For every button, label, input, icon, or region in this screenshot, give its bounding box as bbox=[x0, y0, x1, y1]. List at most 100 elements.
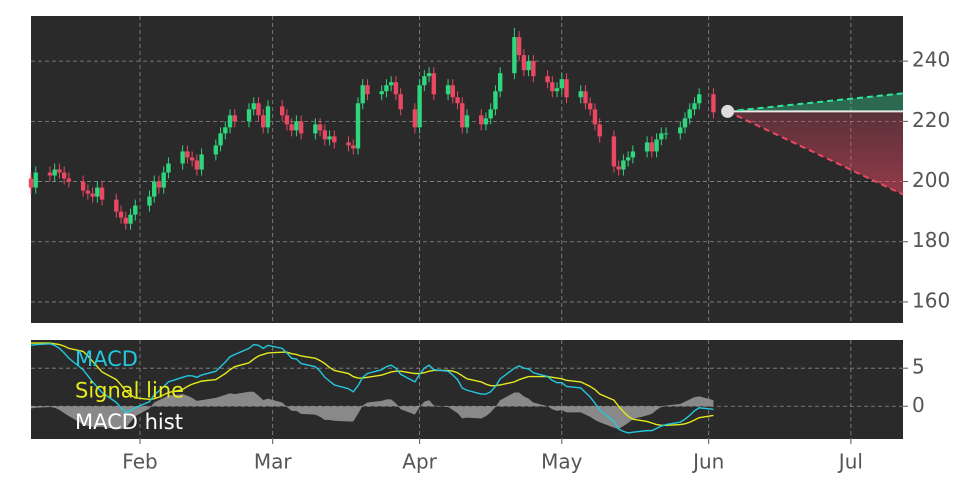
candle-body bbox=[516, 37, 522, 56]
last-price-dot bbox=[721, 104, 735, 118]
x-tick-label: Mar bbox=[254, 450, 293, 474]
candle-body bbox=[583, 91, 588, 104]
candle-body bbox=[360, 85, 365, 104]
candle-body bbox=[189, 157, 195, 161]
candle-body bbox=[559, 79, 564, 89]
price-panel bbox=[31, 16, 903, 323]
candle-body bbox=[697, 94, 702, 104]
candle-body bbox=[625, 157, 631, 161]
candle-body bbox=[294, 121, 299, 131]
candle-body bbox=[194, 160, 200, 170]
candle-body bbox=[95, 187, 100, 197]
candle-body bbox=[592, 109, 598, 125]
candle-body bbox=[161, 172, 166, 188]
candle-body bbox=[393, 82, 399, 95]
candle-body bbox=[246, 109, 252, 122]
candle-body bbox=[298, 121, 304, 134]
candle-body bbox=[450, 85, 455, 98]
candle-body bbox=[483, 118, 489, 125]
candle-body bbox=[66, 178, 72, 182]
x-tick-label: May bbox=[541, 450, 583, 474]
candle-body bbox=[185, 151, 190, 158]
candle-body bbox=[256, 103, 261, 116]
candle-body bbox=[692, 103, 697, 110]
legend-entry: MACD hist bbox=[75, 410, 183, 434]
candle-body bbox=[564, 79, 569, 98]
candle-body bbox=[218, 133, 223, 146]
candle-body bbox=[711, 94, 716, 113]
candle-body bbox=[346, 142, 351, 146]
candle-body bbox=[313, 124, 318, 134]
candle-body bbox=[52, 169, 57, 176]
candle-body bbox=[265, 106, 271, 128]
macd-hist-area bbox=[31, 391, 714, 430]
candle-body bbox=[379, 91, 384, 95]
y-tick-label: 160 bbox=[912, 288, 950, 312]
y-tick-label: 180 bbox=[912, 228, 950, 252]
candle-body bbox=[663, 133, 669, 135]
candle-body bbox=[327, 136, 332, 140]
plot-area bbox=[28, 28, 904, 434]
candle-body bbox=[550, 82, 555, 92]
x-tick-label: Apr bbox=[402, 450, 437, 474]
y-tick-label: 5 bbox=[912, 355, 925, 379]
y-tick-label: 220 bbox=[912, 108, 950, 132]
y-tick-label: 240 bbox=[912, 48, 950, 72]
candle-body bbox=[659, 133, 664, 140]
candle-body bbox=[99, 187, 105, 200]
x-tick-label: Jun bbox=[691, 450, 724, 474]
candle-body bbox=[488, 109, 493, 119]
candle-body bbox=[57, 169, 62, 173]
candle-body bbox=[531, 61, 536, 77]
candle-body bbox=[166, 163, 171, 173]
candle-body bbox=[649, 142, 655, 152]
candle-body bbox=[460, 103, 465, 128]
candle-body bbox=[279, 106, 285, 116]
candle-body bbox=[317, 124, 323, 131]
candle-body bbox=[445, 85, 451, 95]
candle-body bbox=[384, 85, 389, 92]
candle-body bbox=[33, 172, 38, 188]
axis-labels: Feb Mar Apr May Jun Jul 160 180 200 220 240 0 5 MACD S… bbox=[75, 48, 950, 474]
candle-body bbox=[322, 130, 328, 140]
candle-body bbox=[687, 109, 692, 119]
y-tick-label: 200 bbox=[912, 168, 950, 192]
candle-body bbox=[398, 94, 403, 110]
candle-body bbox=[118, 211, 124, 218]
candle-body bbox=[90, 193, 95, 197]
candle-body bbox=[678, 127, 683, 134]
candle-body bbox=[644, 142, 650, 152]
candle-body bbox=[133, 205, 138, 215]
candle-body bbox=[526, 61, 531, 71]
candle-body bbox=[682, 118, 688, 128]
candle-body bbox=[578, 91, 583, 98]
candle-body bbox=[412, 109, 418, 128]
candle-body bbox=[80, 181, 86, 191]
candle-body bbox=[114, 199, 119, 212]
x-tick-label: Jul bbox=[837, 450, 863, 474]
candle-body bbox=[654, 139, 659, 152]
candle-body bbox=[417, 85, 422, 128]
candle-body bbox=[554, 88, 560, 92]
candle-body bbox=[388, 82, 394, 86]
x-tick-label: Feb bbox=[122, 450, 157, 474]
candle-body bbox=[332, 136, 337, 143]
candle-body bbox=[261, 115, 266, 128]
candle-body bbox=[616, 166, 621, 170]
candle-body bbox=[455, 97, 460, 104]
candle-body bbox=[365, 85, 370, 95]
candle-body bbox=[479, 115, 484, 125]
indicator-line bbox=[30, 343, 714, 434]
candle-body bbox=[497, 73, 503, 92]
candle-body bbox=[147, 196, 152, 206]
candle-body bbox=[588, 103, 593, 110]
candle-body bbox=[128, 214, 133, 224]
candle-body bbox=[621, 160, 626, 170]
candle-body bbox=[47, 172, 53, 176]
candle-body bbox=[284, 115, 290, 125]
candle-body bbox=[351, 145, 356, 149]
candle-body bbox=[521, 55, 527, 71]
candle-body bbox=[85, 190, 91, 194]
candle-body bbox=[597, 124, 602, 137]
